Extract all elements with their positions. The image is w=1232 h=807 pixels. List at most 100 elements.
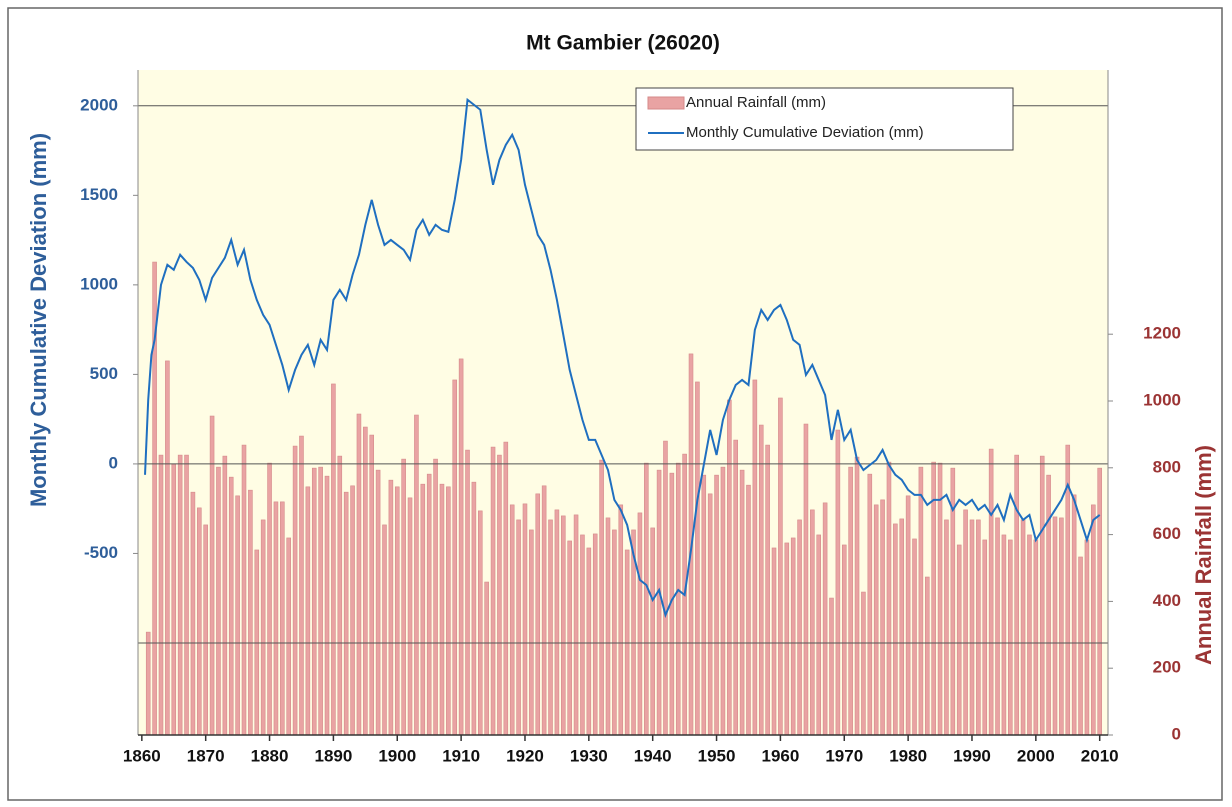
bar	[311, 467, 317, 736]
bar	[177, 454, 183, 736]
bar	[190, 491, 196, 736]
bar	[854, 456, 860, 736]
bar	[829, 597, 834, 736]
bar	[1001, 534, 1007, 736]
bar	[343, 491, 349, 736]
bar	[899, 518, 905, 736]
bar	[982, 539, 988, 736]
bar	[554, 509, 560, 736]
bar	[165, 360, 170, 736]
bar	[816, 534, 822, 736]
bar	[331, 383, 336, 736]
bar	[382, 524, 387, 736]
bar	[963, 509, 968, 736]
bar	[337, 455, 343, 736]
bar	[937, 462, 943, 736]
bar	[765, 444, 770, 736]
bar	[235, 495, 240, 736]
bar	[222, 455, 228, 736]
bar	[375, 469, 381, 736]
bar	[867, 473, 873, 736]
x-tick-label: 1860	[123, 746, 161, 765]
bar	[369, 434, 374, 736]
bar	[663, 440, 668, 736]
bar	[299, 435, 304, 736]
bar	[905, 495, 911, 736]
bar	[918, 466, 924, 736]
bar	[797, 519, 802, 736]
bar	[707, 493, 713, 736]
bar	[548, 519, 553, 736]
x-tick-label: 1880	[251, 746, 289, 765]
bar	[861, 591, 866, 736]
x-tick-label: 2010	[1081, 746, 1119, 765]
bar	[822, 502, 828, 736]
bar	[727, 399, 732, 736]
bar	[171, 463, 177, 736]
bar	[976, 519, 981, 736]
bar	[848, 466, 853, 736]
bar	[1014, 454, 1019, 736]
bar	[1097, 467, 1102, 736]
bar	[541, 485, 547, 736]
bar	[1078, 556, 1083, 736]
y2-tick-label: 400	[1153, 591, 1181, 610]
bar	[363, 426, 368, 736]
bar	[893, 523, 898, 736]
bar	[880, 499, 885, 736]
bar	[567, 540, 572, 736]
y2-tick-label: 0	[1172, 724, 1181, 743]
bar	[720, 466, 726, 736]
bar	[1091, 504, 1096, 736]
bar	[535, 493, 541, 736]
bar	[241, 444, 247, 736]
bar	[835, 429, 841, 736]
bar	[605, 517, 611, 736]
bar	[784, 542, 790, 736]
bar	[586, 547, 592, 736]
chart-title: Mt Gambier (26020)	[526, 32, 720, 55]
bar	[414, 414, 419, 736]
bar	[1046, 474, 1051, 736]
bar	[216, 466, 221, 736]
x-tick-label: 1960	[761, 746, 799, 765]
x-tick-label: 1970	[825, 746, 863, 765]
bar	[394, 486, 400, 736]
x-tick-label: 1870	[187, 746, 225, 765]
legend-box	[635, 87, 1014, 151]
bar	[592, 533, 598, 736]
y-axis-title: Monthly Cumulative Deviation (mm)	[26, 133, 51, 507]
bar	[733, 439, 738, 736]
bar	[1027, 534, 1032, 736]
legend-label: Monthly Cumulative Deviation (mm)	[686, 124, 924, 141]
y-tick-label: 1000	[80, 274, 118, 293]
bar	[790, 537, 796, 736]
y-tick-label: 0	[109, 453, 118, 472]
bar	[758, 424, 764, 736]
bar	[477, 510, 483, 736]
x-tick-label: 1990	[953, 746, 991, 765]
bar	[746, 484, 751, 736]
bar	[944, 519, 949, 736]
bar	[873, 504, 879, 736]
bar	[912, 538, 917, 736]
bar	[561, 515, 566, 736]
bar	[650, 527, 655, 736]
y-tick-label: 1500	[80, 185, 118, 204]
bar	[452, 379, 458, 736]
x-tick-label: 2000	[1017, 746, 1055, 765]
bar	[158, 454, 164, 736]
y-tick-label: 500	[90, 364, 118, 383]
bar	[465, 449, 470, 736]
bar	[675, 462, 681, 736]
bar	[752, 379, 758, 736]
y2-tick-label: 600	[1153, 524, 1181, 543]
x-tick-label: 1910	[442, 746, 480, 765]
bar	[426, 473, 432, 736]
bar	[145, 631, 151, 736]
bar	[509, 504, 515, 736]
x-tick-label: 1940	[634, 746, 672, 765]
bar	[305, 486, 311, 736]
bar	[656, 469, 662, 736]
bar	[350, 485, 355, 736]
